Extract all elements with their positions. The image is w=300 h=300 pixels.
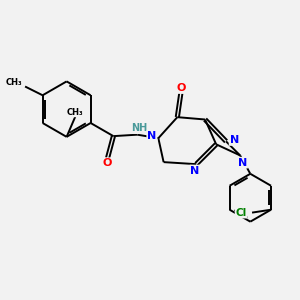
Text: N: N: [238, 158, 247, 168]
Text: CH₃: CH₃: [67, 108, 84, 117]
Text: O: O: [176, 83, 185, 93]
Text: N: N: [230, 135, 239, 145]
Text: NH: NH: [131, 123, 148, 133]
Text: Cl: Cl: [236, 208, 247, 218]
Text: CH₃: CH₃: [5, 78, 22, 87]
Text: N: N: [147, 131, 157, 141]
Text: O: O: [103, 158, 112, 168]
Text: N: N: [190, 166, 200, 176]
